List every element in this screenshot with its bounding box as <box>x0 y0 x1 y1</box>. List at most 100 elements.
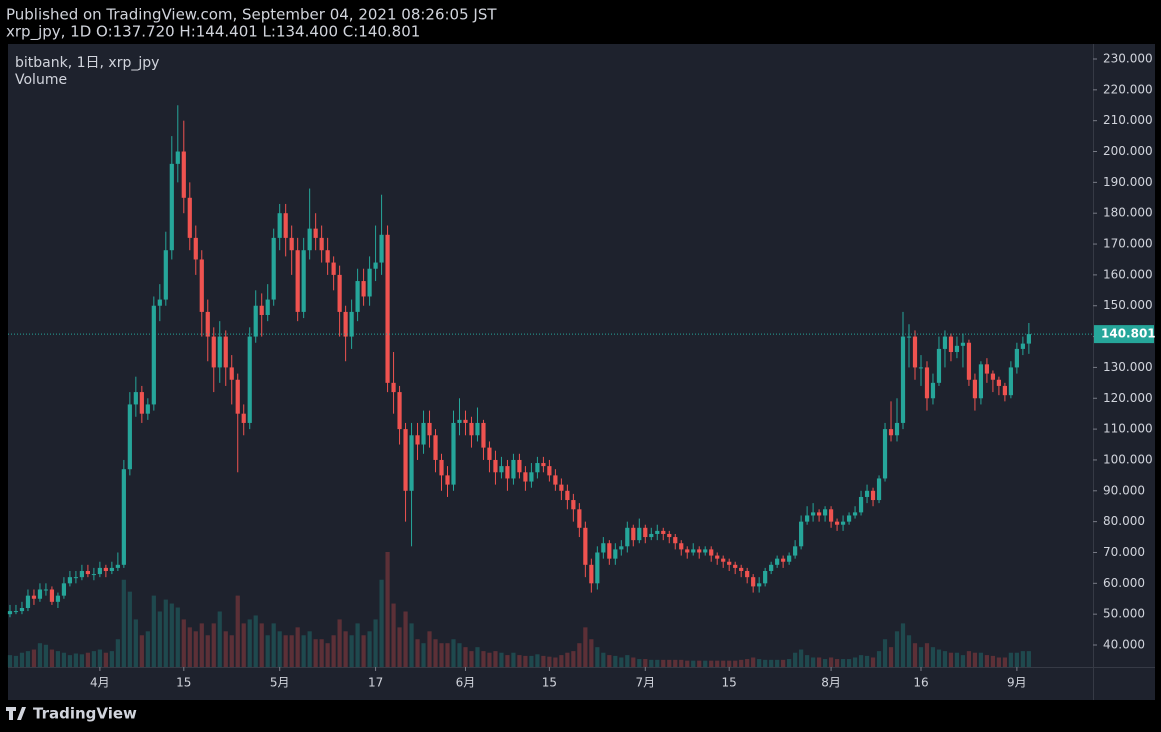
volume-bar <box>1008 652 1013 667</box>
volume-bar <box>91 651 96 667</box>
candle-body <box>229 367 234 380</box>
candle-body <box>577 509 582 528</box>
volume-bar <box>613 655 618 667</box>
volume-bar <box>289 635 294 667</box>
volume-bar <box>31 649 37 667</box>
volume-bar <box>13 655 19 667</box>
candle-body <box>523 472 528 482</box>
volume-bar <box>906 635 912 667</box>
candle-body <box>115 564 120 568</box>
candle-body <box>972 379 978 399</box>
volume-bar <box>787 659 792 667</box>
candle-body <box>589 564 594 584</box>
candle-body <box>487 447 492 460</box>
candle-body <box>631 527 636 541</box>
candle-body <box>876 478 882 501</box>
candle-body <box>253 305 258 337</box>
candle-body <box>499 466 504 473</box>
candle-body <box>1020 343 1025 349</box>
candle-body <box>13 611 19 613</box>
volume-bar <box>763 659 768 667</box>
x-tick-label: 15 <box>542 676 557 690</box>
volume-bar <box>936 649 942 667</box>
candle-body <box>781 558 786 562</box>
volume-bar <box>852 657 858 667</box>
candle-body <box>199 259 204 312</box>
candle-body <box>361 281 366 297</box>
candle-body <box>553 475 558 485</box>
volume-bar <box>577 643 582 667</box>
candle-body <box>505 466 510 479</box>
candle-body <box>942 336 948 349</box>
y-tick-label: 120.000 <box>1103 391 1153 405</box>
brand-logo: TradingView <box>6 705 137 723</box>
volume-bar <box>529 655 534 667</box>
candle-body <box>667 533 672 538</box>
candle-body <box>91 574 96 576</box>
volume-bar <box>493 651 498 667</box>
candle-body <box>337 274 342 312</box>
volume-bar <box>103 652 108 667</box>
volume-bar <box>631 657 636 667</box>
volume-bar <box>169 603 174 667</box>
volume-bar <box>199 623 204 667</box>
volume-legend: Volume <box>15 72 67 88</box>
candle-body <box>822 509 828 516</box>
candle-body <box>31 595 37 599</box>
volume-bar <box>721 660 726 667</box>
candle-body <box>900 336 906 423</box>
candle-body <box>283 213 288 238</box>
candle-body <box>571 500 576 510</box>
volume-bar <box>828 657 834 667</box>
candle-body <box>625 527 630 547</box>
volume-bar <box>427 631 432 667</box>
candle-body <box>817 512 822 516</box>
y-tick-label: 220.000 <box>1103 82 1153 96</box>
volume-bar <box>960 655 966 667</box>
candle-body <box>601 543 606 553</box>
volume-bar <box>978 652 984 667</box>
volume-bar <box>805 655 810 667</box>
candle-body <box>595 552 600 584</box>
candle-body <box>637 527 642 541</box>
volume-bar <box>445 643 450 667</box>
volume-bar <box>751 657 756 667</box>
candle-body <box>211 336 216 368</box>
volume-bar <box>283 635 288 667</box>
volume-bar <box>775 659 780 667</box>
volume-bar <box>673 659 678 667</box>
x-tick-label: 6月 <box>456 676 476 690</box>
volume-bar <box>559 655 564 667</box>
volume-bar <box>709 660 714 667</box>
candle-body <box>1002 385 1007 396</box>
candle-body <box>331 262 336 275</box>
candle-body <box>679 543 684 550</box>
x-tick-label: 15 <box>176 676 191 690</box>
volume-bar <box>97 649 102 667</box>
candle-body <box>475 422 480 436</box>
volume-bar <box>181 619 186 667</box>
candle-body <box>661 530 666 534</box>
candle-body <box>751 577 756 587</box>
candle-body <box>840 521 846 525</box>
x-tick-label: 15 <box>722 676 737 690</box>
volume-bar <box>247 619 252 667</box>
volume-bar <box>139 635 144 667</box>
y-tick-label: 70.000 <box>1103 545 1145 559</box>
volume-bar <box>966 651 972 667</box>
candle-body <box>966 342 972 380</box>
candle-body <box>811 512 816 516</box>
volume-bar <box>259 623 264 667</box>
candle-body <box>559 484 564 491</box>
volume-bar <box>553 657 558 667</box>
candle-body <box>864 490 870 497</box>
volume-bar <box>205 635 210 667</box>
candle-body <box>463 419 468 423</box>
candle-body <box>936 348 942 383</box>
volume-bar <box>793 652 798 667</box>
candle-body <box>295 250 300 312</box>
candle-body <box>163 250 168 300</box>
volume-bar <box>373 619 378 667</box>
volume-bar <box>583 627 588 667</box>
candle-body <box>97 567 102 575</box>
